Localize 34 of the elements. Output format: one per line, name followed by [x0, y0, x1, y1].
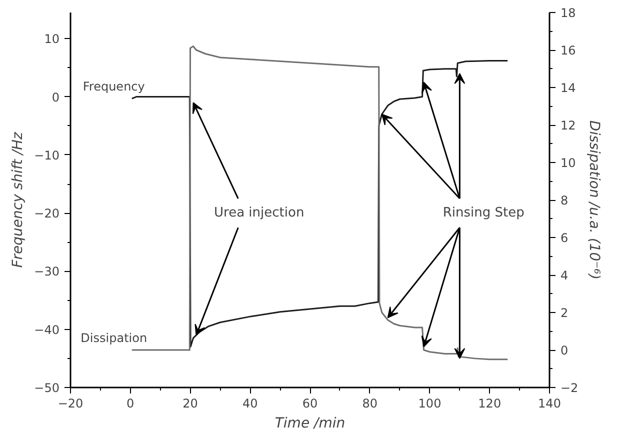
x-tick-label: −20	[58, 396, 84, 410]
x-tick-label: 60	[302, 396, 318, 410]
x-tick-label: 40	[242, 396, 258, 410]
y-tick-label: −20	[34, 206, 60, 221]
x-axis-title: Time /min	[274, 416, 346, 432]
annotation: Urea injection	[214, 206, 304, 221]
y-tick-label: −50	[34, 381, 60, 395]
y-tick-label: 10	[44, 32, 60, 46]
y-axis-title: Frequency shift /Hz	[10, 132, 26, 268]
series-label: Frequency	[82, 80, 145, 94]
y-tick-label: −40	[34, 322, 60, 337]
x-tick-label: 0	[126, 396, 134, 410]
x-tick-label: 120	[478, 396, 502, 410]
x-tick-label: 80	[362, 396, 378, 410]
y2-tick-label: 6	[560, 231, 568, 245]
x-tick-label: 20	[182, 396, 198, 410]
y2-tick-label: −2	[560, 381, 578, 395]
x-tick-label: 100	[418, 396, 442, 410]
y2-tick-label: 18	[560, 6, 576, 20]
y2-tick-label: 16	[560, 44, 576, 58]
y2-tick-label: 4	[560, 268, 568, 282]
y2-tick-label: 10	[560, 156, 576, 170]
y2-axis-title: Dissipation /u.a. (10⁻⁶)	[586, 120, 602, 280]
series-label: Dissipation	[80, 331, 148, 345]
y2-tick-label: 0	[560, 344, 568, 358]
y2-tick-label: 14	[560, 81, 576, 95]
y2-tick-label: 2	[560, 306, 568, 320]
annotation: Rinsing Step	[442, 206, 524, 221]
y-tick-label: −10	[34, 148, 60, 162]
y2-tick-label: 12	[560, 118, 576, 132]
y2-tick-label: 8	[560, 194, 568, 208]
y-tick-label: −30	[34, 264, 60, 279]
x-tick-label: 140	[538, 396, 561, 410]
y-tick-label: 0	[52, 90, 60, 104]
